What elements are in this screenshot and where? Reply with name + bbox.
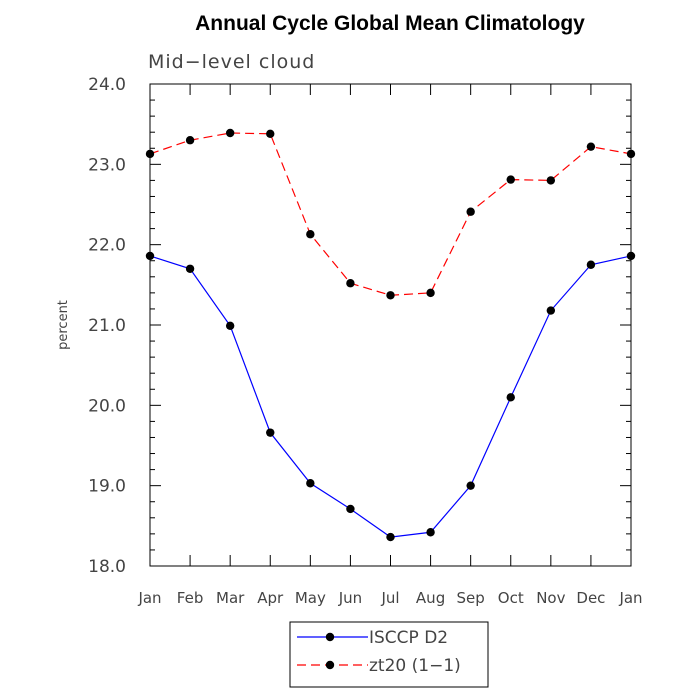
y-tick-label: 20.0 [88,396,126,416]
y-tick-label: 22.0 [88,236,126,256]
data-point [346,504,355,514]
data-point [386,532,395,542]
legend-marker [325,632,335,642]
x-tick-label: Apr [257,589,284,607]
y-tick-label: 18.0 [88,557,126,577]
data-point [626,251,636,261]
x-tick-labels: Jan Feb Mar Apr May Jun Jul Aug Sep Oct Nov Dec Jan [137,589,642,607]
x-tick-label: Aug [416,589,445,607]
data-point [266,428,275,437]
x-tick-label: May [295,589,326,607]
data-point [626,149,636,159]
legend-box [289,621,489,688]
data-point [185,136,195,145]
legend-label: zt20 (1−1) [369,656,461,676]
y-tick-label: 19.0 [88,477,126,497]
data-point [466,207,475,216]
y-tick-label: 21.0 [88,316,126,336]
data-point [426,288,435,298]
data-point [506,393,515,402]
legend: ISCCP D2 zt20 (1−1) [289,621,489,688]
y-axis-label: percent [56,300,71,350]
chart-title: Annual Cycle Global Mean Climatology [195,12,585,35]
series-layer [145,128,636,542]
data-point [145,149,155,159]
data-point [506,175,515,184]
data-point [145,251,155,261]
chart-subtitle: Mid−level cloud [148,51,315,73]
x-tick-label: Sep [457,589,485,607]
data-point [386,291,395,300]
data-point [586,142,596,151]
data-point [426,528,435,537]
data-point [225,321,235,331]
x-tick-label: Mar [216,589,245,607]
data-point [546,176,556,185]
data-point [546,306,556,315]
data-point [185,264,195,273]
y-tick-labels: 18.0 19.0 20.0 21.0 22.0 23.0 24.0 [88,75,126,577]
y-tick-label: 23.0 [88,155,126,175]
x-tick-label: Feb [177,589,204,607]
legend-label: ISCCP D2 [369,628,448,648]
data-point [466,481,475,490]
x-tick-label: Oct [498,589,524,607]
x-tick-label: Dec [576,589,605,607]
x-tick-label: Jan [618,589,642,607]
x-tick-label: Nov [536,589,565,607]
data-point [586,260,596,269]
plot-frame [149,83,632,567]
series-2 [145,128,636,300]
data-point [266,129,275,139]
axis-ticks [149,83,632,567]
data-point [225,128,235,138]
legend-marker [325,660,335,670]
x-tick-label: Jan [137,589,161,607]
data-point [306,479,315,488]
x-tick-label: Jul [380,589,399,607]
data-point [346,279,355,288]
series-1 [145,251,636,542]
x-tick-label: Jun [338,589,362,607]
data-point [306,230,315,239]
y-tick-label: 24.0 [88,75,126,95]
series-line [149,132,632,296]
